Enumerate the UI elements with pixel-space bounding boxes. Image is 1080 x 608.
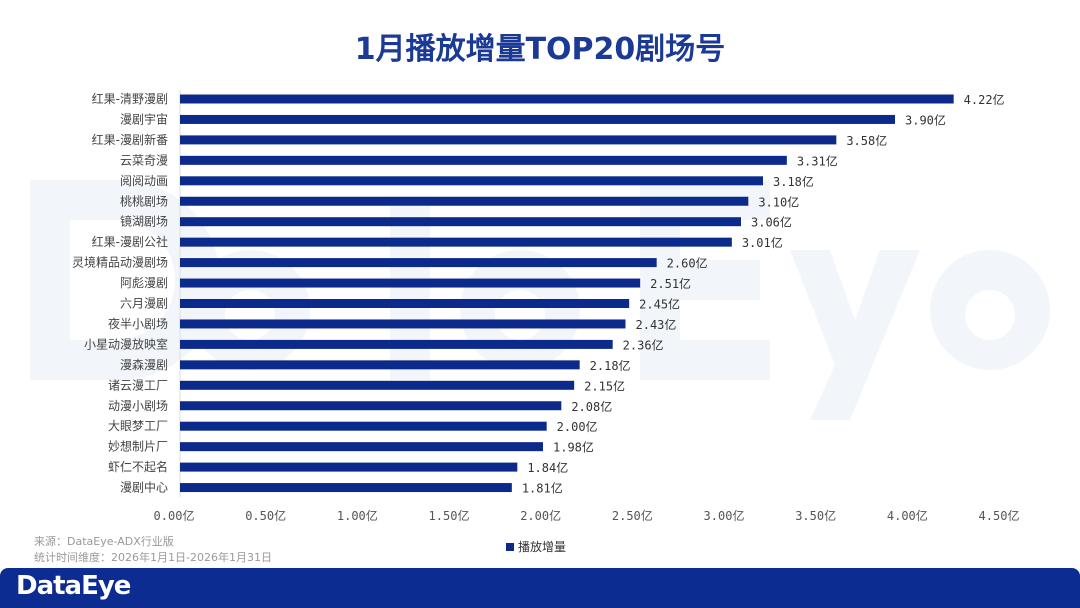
legend-swatch [506, 542, 514, 551]
data-label: 3.58亿 [846, 133, 887, 148]
bar [180, 401, 562, 411]
bar [180, 196, 749, 206]
category-label: 阿彪漫剧 [120, 276, 168, 290]
category-label: 诸云漫工厂 [108, 378, 168, 392]
data-label: 2.15亿 [584, 378, 625, 393]
data-label: 1.81亿 [522, 481, 563, 496]
data-label: 3.90亿 [905, 112, 946, 127]
category-label: 红果-漫剧公社 [92, 234, 168, 249]
bar [180, 421, 547, 431]
bar [180, 278, 641, 288]
bar [180, 94, 954, 104]
data-label: 3.18亿 [773, 174, 814, 189]
footer-bar: DataEye [0, 568, 1080, 608]
bar [180, 135, 837, 145]
category-label: 漫剧中心 [120, 480, 168, 495]
bar [180, 380, 575, 390]
data-label: 2.60亿 [667, 256, 708, 271]
bar [180, 462, 518, 472]
category-label: 桃桃剧场 [120, 193, 168, 208]
bar [180, 299, 630, 308]
x-tick-label: 0.50亿 [245, 508, 286, 523]
category-label: 小星动漫放映室 [84, 336, 168, 351]
data-label: 2.51亿 [650, 276, 691, 291]
source-line: 来源：DataEye-ADX行业版 [34, 535, 174, 548]
x-tick-label: 3.00亿 [704, 508, 745, 523]
category-label: 红果-清野漫剧 [92, 91, 168, 106]
bar [180, 114, 895, 124]
data-label: 2.45亿 [639, 297, 680, 312]
data-label: 1.84亿 [527, 460, 568, 475]
bar [180, 155, 787, 165]
data-label: 3.06亿 [751, 215, 792, 230]
data-label: 3.01亿 [742, 235, 783, 250]
bar [180, 339, 613, 349]
category-label: 夜半小剧场 [108, 316, 168, 331]
category-label: 动漫小剧场 [108, 399, 168, 413]
x-tick-label: 4.50亿 [979, 508, 1020, 523]
category-label: 大眼梦工厂 [108, 419, 168, 433]
x-tick-label: 2.50亿 [612, 508, 653, 523]
category-label: 漫剧宇宙 [120, 111, 168, 126]
x-tick-label: 4.00亿 [887, 508, 928, 523]
data-label: 2.43亿 [636, 317, 677, 332]
data-label: 2.36亿 [623, 337, 664, 352]
bar [180, 319, 626, 329]
data-label: 2.08亿 [571, 399, 612, 414]
legend-label: 播放增量 [518, 540, 567, 554]
bar [180, 217, 741, 227]
category-label: 虾仁不起名 [108, 459, 168, 474]
bar [180, 442, 543, 452]
category-label: 阅阅动画 [120, 174, 168, 188]
dataeye-logo: DataEye [16, 571, 131, 601]
x-tick-label: 3.50亿 [795, 508, 836, 523]
data-label: 2.00亿 [557, 419, 598, 434]
chart-title: 1月播放增量TOP20剧场号 [354, 32, 726, 67]
x-tick-label: 1.00亿 [337, 508, 378, 523]
category-label: 六月漫剧 [120, 297, 168, 311]
data-label: 2.18亿 [590, 358, 631, 373]
data-label: 3.31亿 [797, 153, 838, 168]
data-label: 4.22亿 [964, 92, 1005, 107]
legend: 播放增量 [506, 538, 566, 555]
bar [180, 258, 657, 268]
bar [180, 176, 763, 186]
bar [180, 237, 732, 247]
category-label: 漫森漫剧 [120, 357, 168, 372]
category-label: 镜湖剧场 [120, 214, 168, 229]
category-label: 灵境精品动漫剧场 [72, 255, 168, 270]
bar [180, 360, 580, 370]
bar [180, 483, 512, 493]
x-tick-label: 1.50亿 [429, 508, 470, 523]
data-label: 3.10亿 [758, 194, 799, 209]
category-label: 云菜奇漫 [120, 153, 168, 167]
x-tick-label: 0.00亿 [154, 508, 195, 523]
category-label: 妙想制片厂 [108, 439, 168, 454]
x-tick-label: 2.00亿 [520, 508, 561, 523]
date-range-line: 统计时间维度：2026年1月1日-2026年1月31日 [34, 551, 272, 564]
source-note: 来源：DataEye-ADX行业版 统计时间维度：2026年1月1日-2026年… [34, 534, 272, 566]
data-label: 1.98亿 [553, 440, 594, 455]
category-label: 红果-漫剧新番 [92, 132, 168, 147]
